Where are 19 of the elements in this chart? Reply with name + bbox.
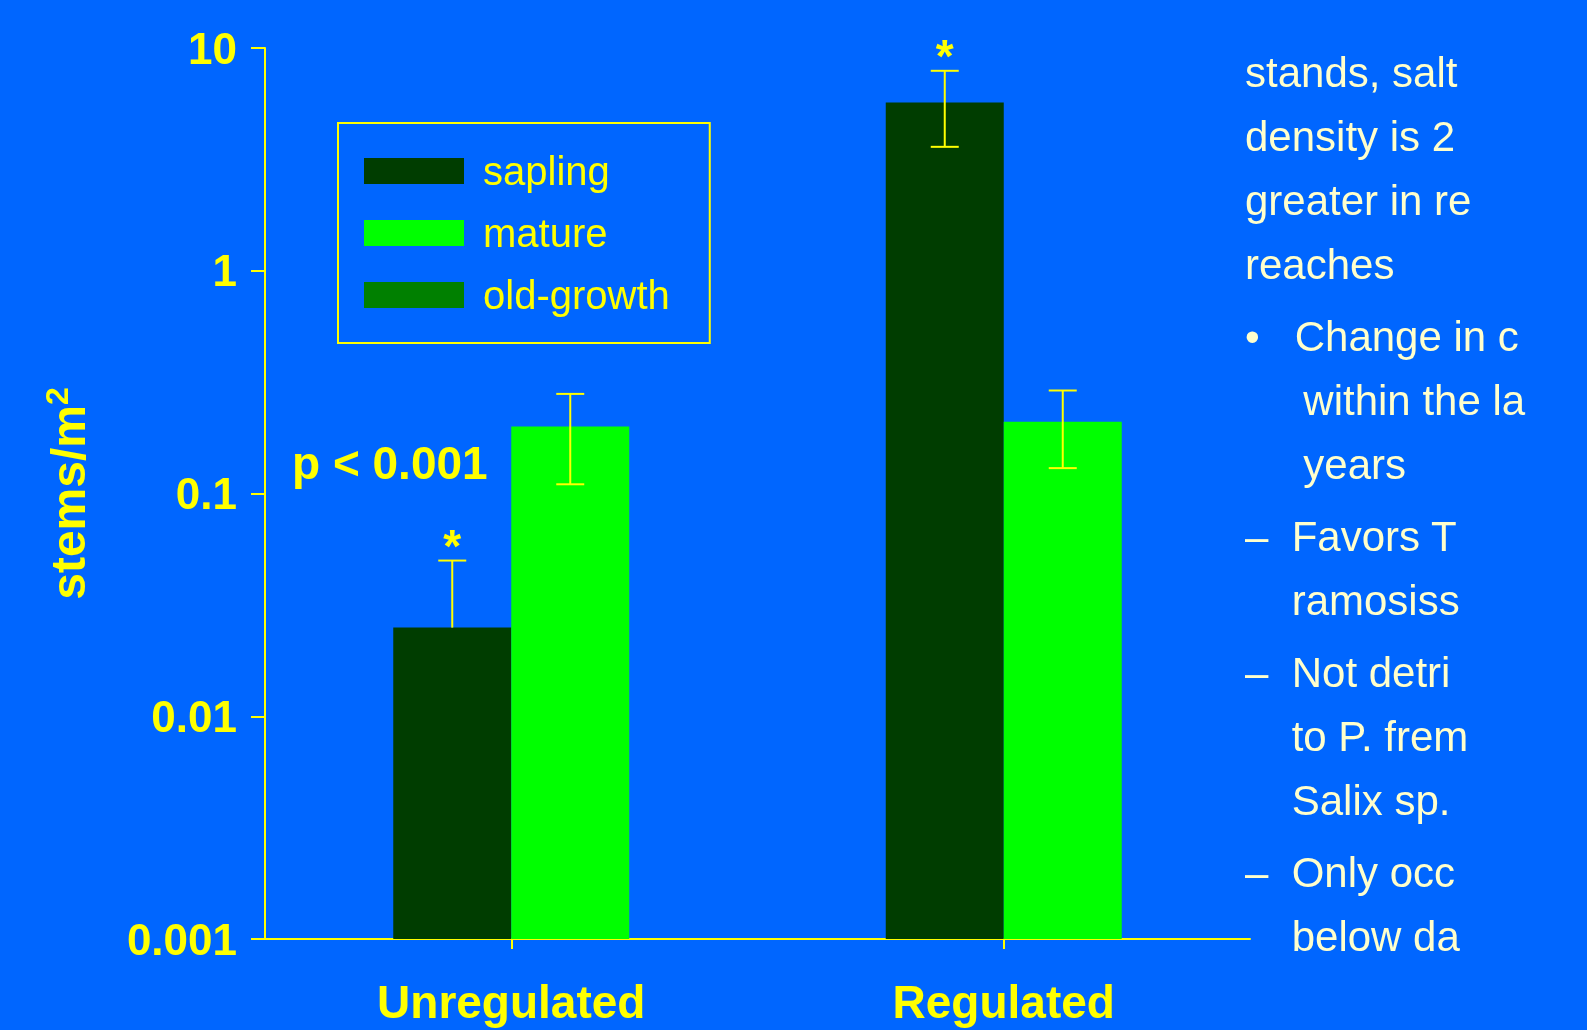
y-tick-label: 1 xyxy=(212,246,237,296)
annotation: – Not detri to P. frem Salix sp. xyxy=(1245,648,1469,824)
y-tick-label: 0.1 xyxy=(175,469,237,518)
legend-label: old-growth xyxy=(483,273,670,317)
annotation: * xyxy=(935,29,954,82)
y-tick-label: 0.001 xyxy=(126,914,237,964)
y-tick-label: 10 xyxy=(188,23,237,73)
y-tick-label: 0.01 xyxy=(151,691,237,741)
x-tick-label: Unregulated xyxy=(377,976,646,1028)
x-tick-label: Regulated xyxy=(892,976,1115,1028)
y-axis-title: stems/m2 xyxy=(39,387,95,600)
annotation: – Only occ below da xyxy=(1245,848,1461,960)
legend-label: sapling xyxy=(483,149,610,193)
legend-label: mature xyxy=(483,211,608,255)
annotation: * xyxy=(443,519,462,572)
annotation: p < 0.001 xyxy=(292,437,488,489)
annotation: stands, salt density is 2 greater in re reaches xyxy=(1245,48,1472,288)
annotation: • Change in c within the la years xyxy=(1245,312,1526,488)
annotation: – Favors T ramosiss xyxy=(1245,512,1460,624)
